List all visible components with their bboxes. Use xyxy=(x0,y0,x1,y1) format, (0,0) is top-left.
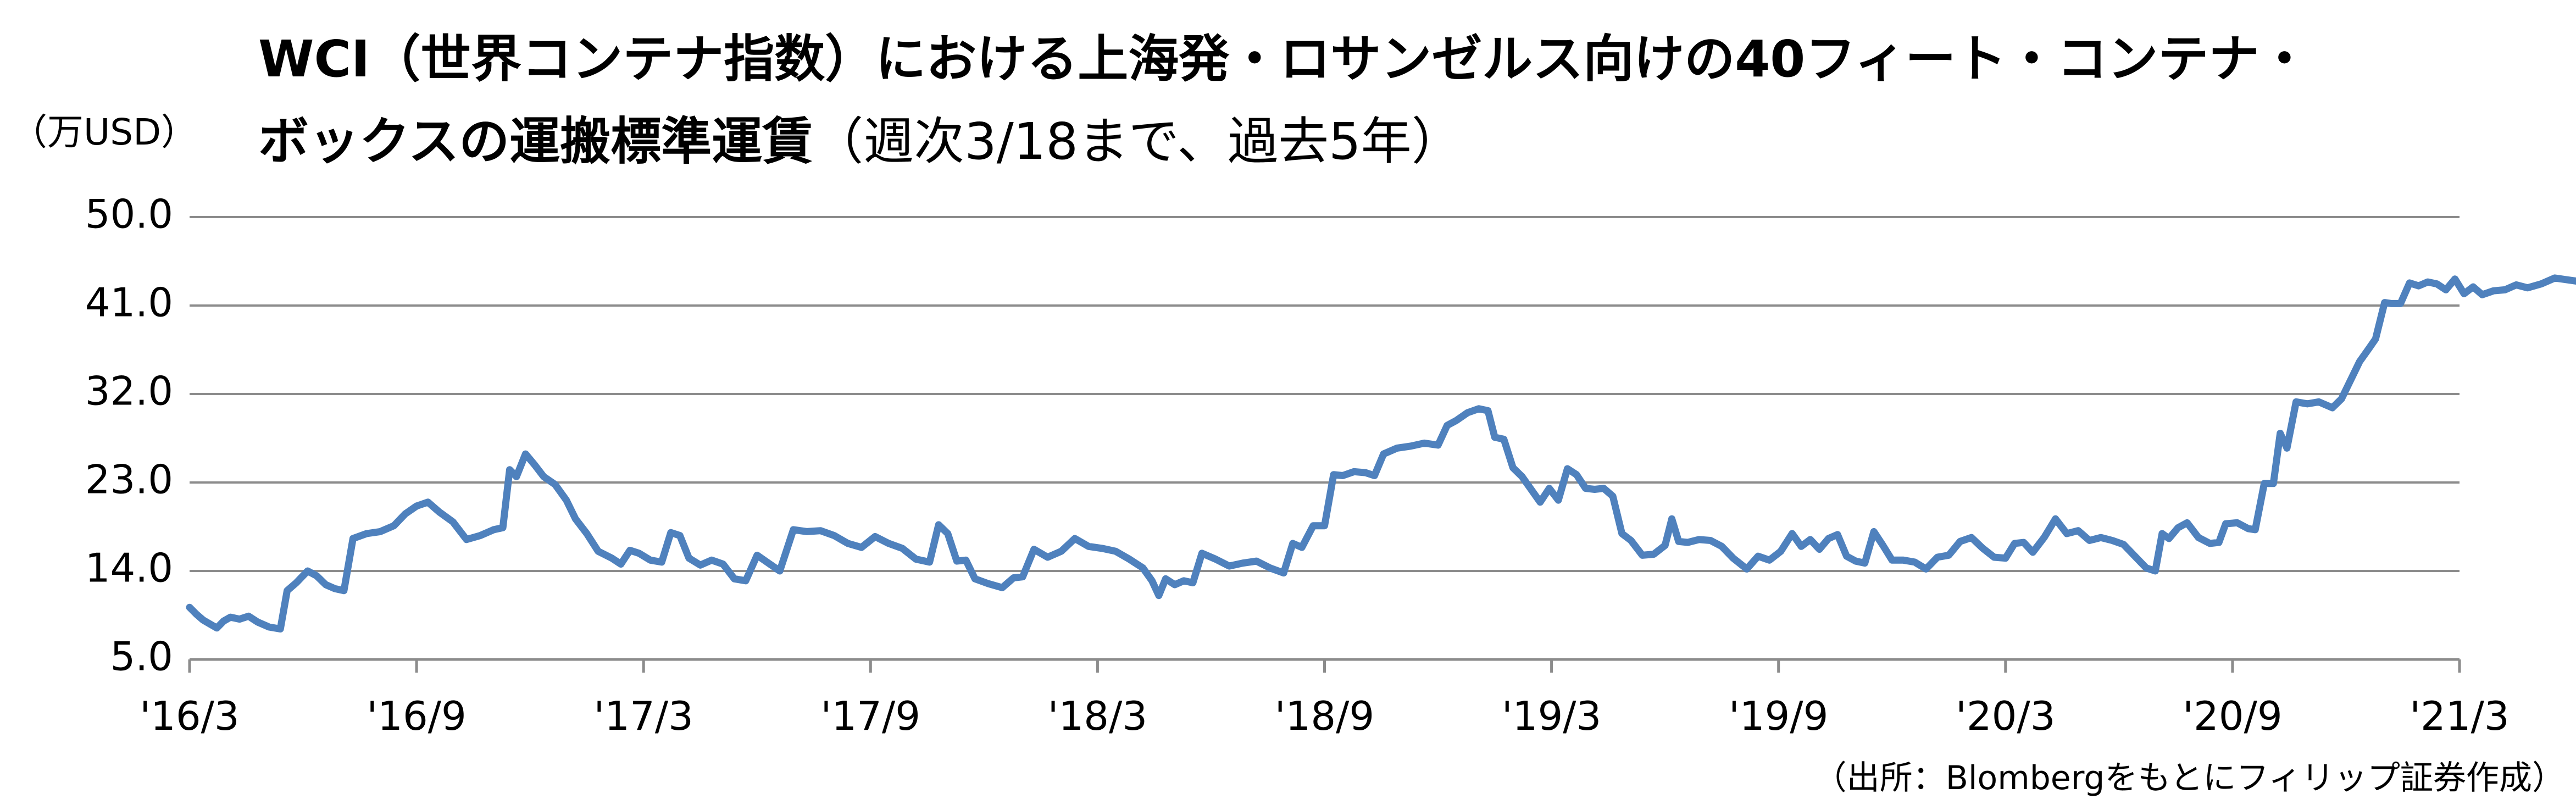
x-tick-label: '18/9 xyxy=(1275,693,1374,739)
source-note: （出所：Blombergをもとにフィリップ証券作成） xyxy=(1813,759,2565,797)
y-tick-label: 41.0 xyxy=(85,280,173,326)
y-tick-label: 50.0 xyxy=(85,191,173,237)
x-tick-label: '17/9 xyxy=(821,693,920,739)
x-tick-label: '19/9 xyxy=(1729,693,1828,739)
chart-title-line2: ボックスの運搬標準運賃（週次3/18まで、過去5年） xyxy=(258,116,1462,167)
x-tick-label: '18/3 xyxy=(1048,693,1147,739)
chart-title-line1: WCI（世界コンテナ指数）における上海発・ロサンゼルス向けの40フィート・コンテ… xyxy=(258,30,2310,88)
x-tick-label: '20/3 xyxy=(1956,693,2055,739)
axes xyxy=(188,658,2461,673)
series-line-0 xyxy=(186,274,2576,633)
x-tick-label: '19/3 xyxy=(1502,693,1601,739)
y-tick-label: 23.0 xyxy=(85,457,173,503)
chart-title-subtitle: （週次3/18まで、過去5年） xyxy=(813,112,1462,171)
y-tick-label: 5.0 xyxy=(110,634,173,680)
x-tick-labels: '16/3 '16/9 '17/3 '17/9 '18/3 '18/9 '19/3 '19/9… xyxy=(140,693,2509,739)
x-tick-label: '21/3 xyxy=(2410,693,2509,739)
y-tick-labels: 50.0 41.0 32.0 23.0 14.0 5.0 xyxy=(85,191,173,680)
y-axis-unit-label: （万USD） xyxy=(11,111,198,153)
y-tick-label: 14.0 xyxy=(85,545,173,591)
series-layer xyxy=(186,274,2576,633)
x-tick-label: '16/3 xyxy=(140,693,239,739)
y-tick-label: 32.0 xyxy=(85,368,173,414)
x-tick-label: '16/9 xyxy=(367,693,466,739)
x-tick-label: '20/9 xyxy=(2183,693,2282,739)
chart-title-main: ボックスの運搬標準運賃 xyxy=(258,112,813,171)
x-tick-label: '17/3 xyxy=(593,693,693,739)
gridlines xyxy=(190,216,2460,661)
